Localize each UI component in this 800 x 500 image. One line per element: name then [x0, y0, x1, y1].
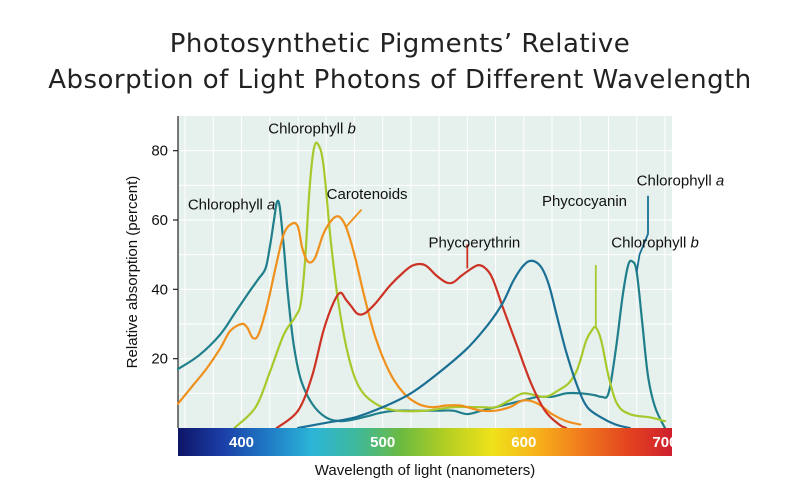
wavelength-spectrum-bar: [178, 428, 672, 456]
carotenoids-line: [176, 215, 582, 426]
carotenoids-label: Carotenoids: [327, 186, 408, 203]
y-axis-label: Relative absorption (percent): [124, 176, 141, 369]
chart-title: Photosynthetic Pigments’ Relative Absorp…: [0, 26, 800, 98]
y-tick-label: 60: [151, 212, 168, 229]
chlorophyll-a-label: Chlorophyll a: [188, 197, 276, 214]
chlorophyll-b-label: Chlorophyll b: [611, 235, 699, 252]
y-tick-label: 80: [151, 143, 168, 160]
y-axis: 20 40 60 80: [151, 116, 179, 428]
chlorophyll-b-label: Chlorophyll b: [268, 120, 356, 137]
x-axis-ticks: 400 500 600 700: [229, 434, 677, 451]
leader-lines: [345, 195, 649, 328]
leader-line: [345, 208, 363, 228]
phycocyanin-label: Phycocyanin: [542, 193, 627, 210]
x-tick-label: 700: [652, 434, 677, 451]
series-layer: [176, 141, 666, 430]
x-tick-label: 400: [229, 434, 254, 451]
leader-line: [635, 195, 649, 273]
y-tick-label: 20: [151, 351, 168, 368]
x-tick-label: 600: [511, 434, 536, 451]
plot-area: [178, 116, 672, 428]
chart-title-line-2: Absorption of Light Photons of Different…: [48, 65, 752, 95]
y-tick-label: 40: [151, 281, 168, 298]
x-axis-label: Wavelength of light (nanometers): [315, 462, 535, 479]
phycoerythrin-line: [275, 262, 568, 430]
phycoerythrin-label: Phycoerythrin: [429, 235, 521, 252]
chart-title-line-1: Photosynthetic Pigments’ Relative: [169, 29, 631, 59]
grid-lines: [178, 116, 672, 428]
x-tick-label: 500: [370, 434, 395, 451]
chlorophyll-b-line: [233, 141, 666, 430]
chlorophyll-a-label: Chlorophyll a: [637, 172, 725, 189]
series-labels: Chlorophyll a Chlorophyll b Carotenoids Phy…: [188, 120, 724, 251]
phycocyanin-line: [296, 259, 631, 430]
